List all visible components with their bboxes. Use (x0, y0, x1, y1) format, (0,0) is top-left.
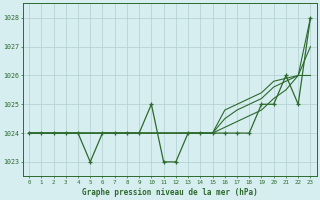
X-axis label: Graphe pression niveau de la mer (hPa): Graphe pression niveau de la mer (hPa) (82, 188, 258, 197)
